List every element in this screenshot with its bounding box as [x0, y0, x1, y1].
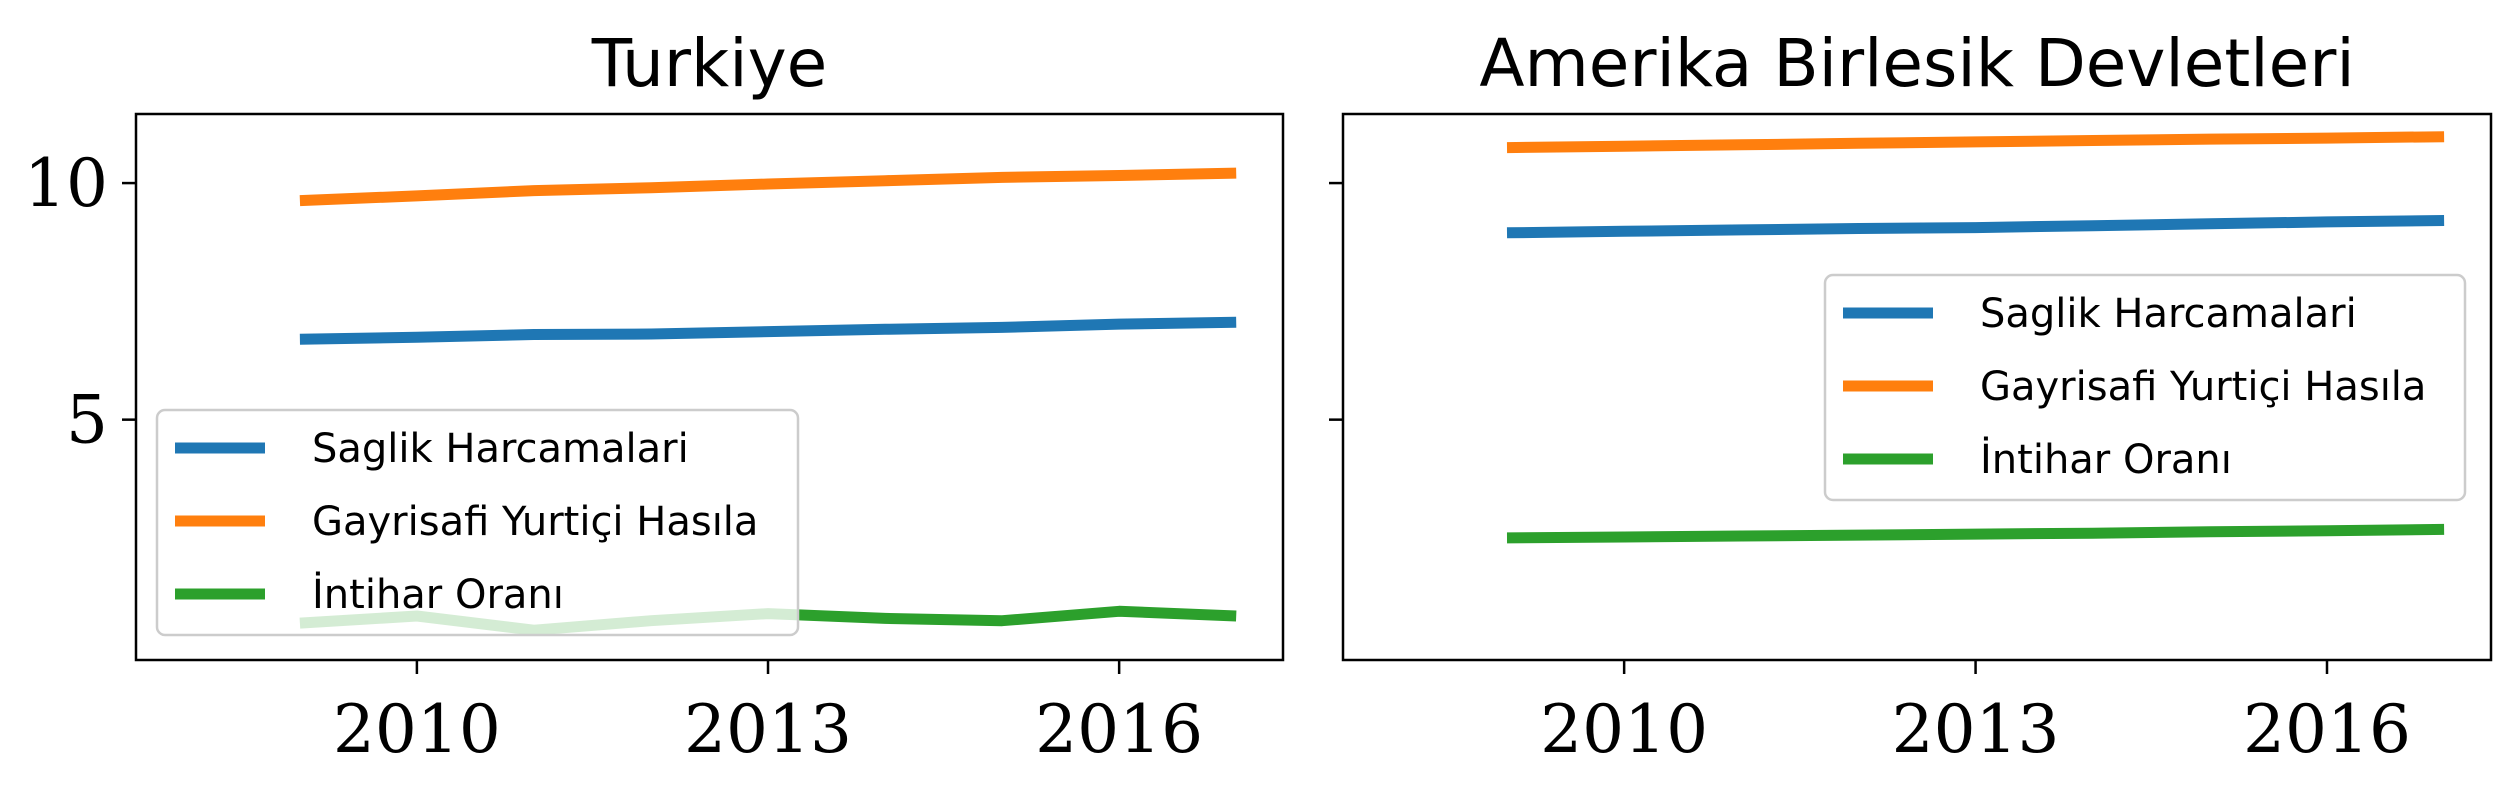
x-tick-label: 2010: [1540, 691, 1708, 768]
legend-label-intihar-orani: İntihar Oranı: [1980, 435, 2232, 483]
legend: Saglik Harcamalari Gayrisafi Yurtiçi Hası…: [1823, 273, 2467, 502]
plot-frame: [1341, 112, 2493, 662]
x-tick-label: 2016: [1035, 691, 1203, 768]
x-tick-label: 2013: [684, 691, 852, 768]
series-line-saglik-harcamalari: [299, 316, 1237, 345]
chart-title: Amerika Birlesik Devletleri: [1479, 25, 2354, 102]
series-line-gayrisafi-yurtici-hasila: [1506, 131, 2445, 154]
legend: Saglik Harcamalari Gayrisafi Yurtiçi Hası…: [155, 408, 800, 637]
legend-label-gayrisafi-yurtici-hasila: Gayrisafi Yurtiçi Hasıla: [312, 499, 758, 545]
chart-title: Turkiye: [591, 25, 827, 102]
y-tick-label: 5: [66, 382, 108, 459]
x-tick-label: 2016: [2243, 691, 2411, 768]
x-tick-label: 2013: [1892, 691, 2060, 768]
legend-label-saglik-harcamalari: Saglik Harcamalari: [1980, 291, 2357, 337]
series-line-intihar-orani: [1506, 523, 2445, 544]
legend-box: [1823, 273, 2467, 502]
plot-frame: [134, 112, 1285, 662]
legend-label-gayrisafi-yurtici-hasila: Gayrisafi Yurtiçi Hasıla: [1980, 364, 2426, 410]
chart-panel-1: Turkiye 2010 2013 2016 5 10 Saglik Harcamalari…: [24, 25, 1285, 768]
series-line-gayrisafi-yurtici-hasila: [299, 167, 1237, 207]
legend-box: [155, 408, 800, 637]
legend-label-saglik-harcamalari: Saglik Harcamalari: [312, 426, 689, 472]
chart-panel-2: Amerika Birlesik Devletleri 2010 2013 2016 S…: [1329, 25, 2493, 768]
series-line-saglik-harcamalari: [1506, 215, 2445, 239]
legend-label-intihar-orani: İntihar Oranı: [312, 570, 564, 618]
x-tick-label: 2010: [333, 691, 501, 768]
y-tick-label: 10: [24, 145, 108, 222]
